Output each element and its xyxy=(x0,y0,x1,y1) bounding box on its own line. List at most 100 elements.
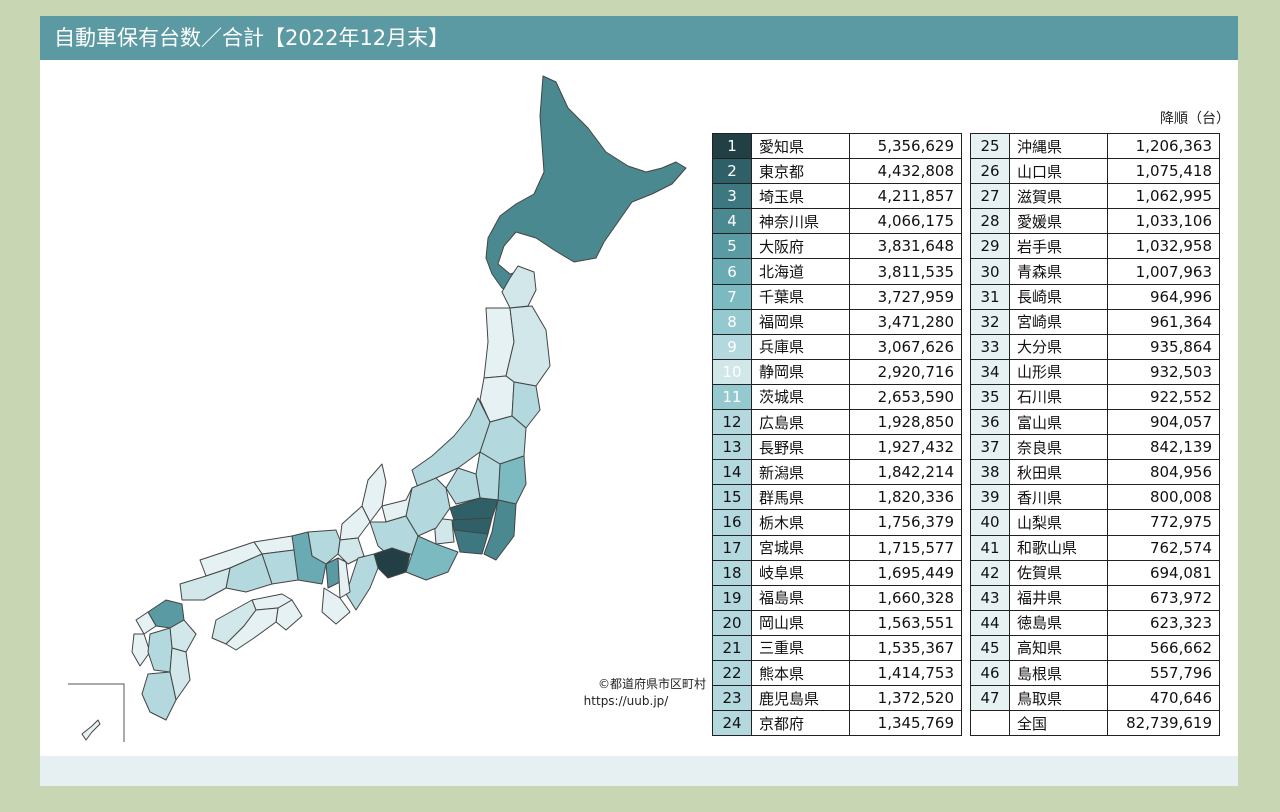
rank-cell: 7 xyxy=(712,283,752,310)
value-cell: 1,756,379 xyxy=(849,509,962,536)
region-kumamoto xyxy=(147,627,173,673)
table-row: 35 石川県 922,552 xyxy=(970,383,1220,411)
rank-cell: 33 xyxy=(970,333,1010,360)
rank-cell: 22 xyxy=(712,659,752,687)
prefecture-cell: 岡山県 xyxy=(751,609,850,636)
prefecture-cell: 神奈川県 xyxy=(751,208,850,235)
value-cell: 932,503 xyxy=(1107,358,1220,385)
table-row: 19 福島県 1,660,328 xyxy=(712,584,962,611)
prefecture-cell: 埼玉県 xyxy=(751,183,850,210)
rank-cell: 8 xyxy=(712,308,752,335)
rank-cell: 21 xyxy=(712,634,752,661)
table-row: 8 福岡県 3,471,280 xyxy=(712,308,962,335)
table-row: 27 滋賀県 1,062,995 xyxy=(970,183,1220,210)
region-kochi xyxy=(225,607,279,651)
table-row: 20 岡山県 1,563,551 xyxy=(712,609,962,636)
value-cell: 2,920,716 xyxy=(849,358,962,385)
ranking-table-right: 25 沖縄県 1,206,363 26 山口県 1,075,418 27 滋賀県 1,062,9… xyxy=(970,132,1220,737)
rank-cell: 32 xyxy=(970,308,1010,335)
prefecture-cell: 宮城県 xyxy=(751,534,850,561)
value-cell: 3,831,648 xyxy=(849,233,962,260)
prefecture-cell: 青森県 xyxy=(1009,258,1108,285)
prefecture-cell: 香川県 xyxy=(1009,484,1108,511)
rank-cell: 20 xyxy=(712,609,752,636)
region-hokkaido xyxy=(485,75,687,295)
infographic-card: 自動車保有台数／合計【2022年12月末】 xyxy=(40,16,1238,786)
value-cell: 961,364 xyxy=(1107,308,1220,335)
prefecture-cell: 大阪府 xyxy=(751,233,850,260)
prefecture-cell: 福島県 xyxy=(751,584,850,611)
table-row: 12 広島県 1,928,850 xyxy=(712,409,962,436)
prefecture-cell: 愛媛県 xyxy=(1009,208,1108,235)
table-row: 5 大阪府 3,831,648 xyxy=(712,233,962,260)
table-row: 24 京都府 1,345,769 xyxy=(712,710,962,737)
table-row: 43 福井県 673,972 xyxy=(970,584,1220,611)
prefecture-cell: 全国 xyxy=(1009,710,1108,737)
table-row: 31 長崎県 964,996 xyxy=(970,283,1220,310)
prefecture-cell: 静岡県 xyxy=(751,358,850,385)
prefecture-cell: 新潟県 xyxy=(751,459,850,486)
value-cell: 3,727,959 xyxy=(849,283,962,310)
prefecture-cell: 和歌山県 xyxy=(1009,534,1108,561)
prefecture-cell: 北海道 xyxy=(751,258,850,285)
prefecture-cell: 岐阜県 xyxy=(751,559,850,586)
value-cell: 904,057 xyxy=(1107,409,1220,436)
okinawa-inset-frame xyxy=(68,683,125,742)
value-cell: 1,928,850 xyxy=(849,409,962,436)
region-yamaguchi xyxy=(179,567,231,601)
region-kanagawa xyxy=(453,529,489,555)
region-miyagi xyxy=(511,381,541,429)
table-row: 9 兵庫県 3,067,626 xyxy=(712,333,962,360)
rank-cell: 5 xyxy=(712,233,752,260)
rank-cell: 34 xyxy=(970,358,1010,385)
table-row: 6 北海道 3,811,535 xyxy=(712,258,962,285)
rank-cell: 46 xyxy=(970,659,1010,687)
rank-cell: 10 xyxy=(712,358,752,385)
prefecture-cell: 佐賀県 xyxy=(1009,559,1108,586)
rank-cell: 41 xyxy=(970,534,1010,561)
region-shizuoka xyxy=(405,535,459,581)
value-cell: 3,471,280 xyxy=(849,308,962,335)
region-saitama xyxy=(449,497,499,521)
value-cell: 1,372,520 xyxy=(849,685,962,712)
value-cell: 800,008 xyxy=(1107,484,1220,511)
value-cell: 4,432,808 xyxy=(849,158,962,185)
table-row: 37 奈良県 842,139 xyxy=(970,434,1220,461)
rank-cell: 13 xyxy=(712,434,752,461)
value-cell: 3,067,626 xyxy=(849,333,962,360)
prefecture-cell: 東京都 xyxy=(751,158,850,185)
region-aichi xyxy=(373,547,411,579)
value-cell: 694,081 xyxy=(1107,559,1220,586)
region-gunma xyxy=(445,467,481,505)
table-row: 全国 82,739,619 xyxy=(970,710,1220,737)
value-cell: 1,345,769 xyxy=(849,710,962,737)
value-cell: 470,646 xyxy=(1107,685,1220,712)
region-nara xyxy=(337,557,351,599)
table-row: 46 島根県 557,796 xyxy=(970,659,1220,687)
value-cell: 1,695,449 xyxy=(849,559,962,586)
value-cell: 1,660,328 xyxy=(849,584,962,611)
region-ibaraki xyxy=(497,455,527,505)
value-cell: 557,796 xyxy=(1107,659,1220,687)
region-wakayama xyxy=(321,587,351,625)
value-cell: 1,820,336 xyxy=(849,484,962,511)
value-cell: 3,811,535 xyxy=(849,258,962,285)
rank-cell: 2 xyxy=(712,158,752,185)
rank-cell: 29 xyxy=(970,233,1010,260)
prefecture-cell: 石川県 xyxy=(1009,383,1108,411)
rank-cell: 37 xyxy=(970,434,1010,461)
table-row: 34 山形県 932,503 xyxy=(970,358,1220,385)
region-iwate xyxy=(505,305,551,387)
region-miyazaki xyxy=(169,647,191,701)
value-cell: 804,956 xyxy=(1107,459,1220,486)
prefecture-cell: 千葉県 xyxy=(751,283,850,310)
table-row: 41 和歌山県 762,574 xyxy=(970,534,1220,561)
value-cell: 964,996 xyxy=(1107,283,1220,310)
value-cell: 935,864 xyxy=(1107,333,1220,360)
footer-strip xyxy=(40,756,1238,786)
value-cell: 4,211,857 xyxy=(849,183,962,210)
value-cell: 82,739,619 xyxy=(1107,710,1220,737)
rank-cell: 9 xyxy=(712,333,752,360)
rank-cell: 16 xyxy=(712,509,752,536)
table-row: 1 愛知県 5,356,629 xyxy=(712,132,962,160)
